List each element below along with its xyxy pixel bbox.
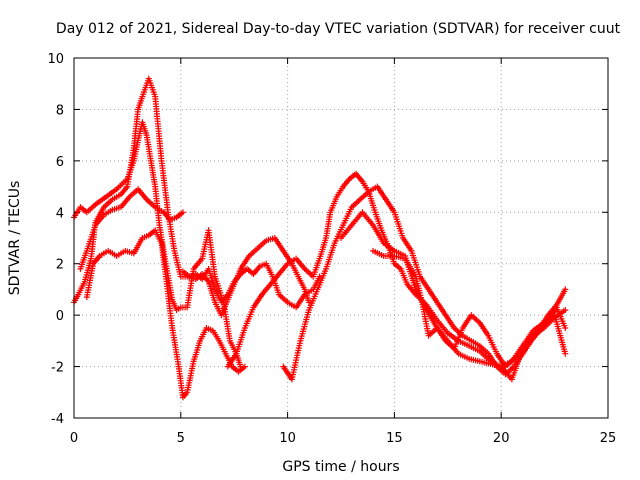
plus-markers xyxy=(370,247,569,370)
series-pass-1 xyxy=(71,119,244,370)
series-trace xyxy=(73,120,242,367)
y-tick-label: 2 xyxy=(56,258,64,273)
plot-frame xyxy=(73,57,609,419)
x-tick-label: 20 xyxy=(493,431,510,446)
series-pass-9 xyxy=(179,260,323,311)
series-pass-3 xyxy=(77,186,186,272)
x-tick-label: 10 xyxy=(279,431,296,446)
data-series xyxy=(71,75,569,401)
y-tick-label: -2 xyxy=(51,361,64,376)
y-axis-label: SDTVAR / TECUs xyxy=(7,181,23,296)
y-tick-label: 0 xyxy=(56,309,64,324)
y-tick-label: -4 xyxy=(51,412,64,427)
series-trace xyxy=(227,172,566,381)
chart-title: Day 012 of 2021, Sidereal Day-to-day VTE… xyxy=(56,21,621,37)
x-tick-label: 5 xyxy=(177,431,185,446)
y-tick-label: 8 xyxy=(56,103,64,118)
plus-markers xyxy=(83,227,248,401)
x-tick-label: 15 xyxy=(386,431,403,446)
series-pass-8 xyxy=(370,247,569,370)
series-pass-5 xyxy=(224,170,569,383)
series-pass-4 xyxy=(83,227,248,401)
x-axis-label: GPS time / hours xyxy=(282,459,399,475)
plus-markers xyxy=(179,260,323,311)
y-tick-label: 4 xyxy=(56,206,64,221)
plus-markers xyxy=(71,119,244,370)
x-tick-label: 0 xyxy=(70,431,78,446)
y-tick-label: 10 xyxy=(47,52,64,67)
plus-markers xyxy=(224,170,569,383)
y-tick-label: 6 xyxy=(56,155,64,170)
x-tick-label: 25 xyxy=(600,431,617,446)
plus-markers xyxy=(77,186,186,272)
axis-ticks: 0 5 10 15 20 25 -4 -2 0 2 4 6 8 10 xyxy=(47,52,616,446)
